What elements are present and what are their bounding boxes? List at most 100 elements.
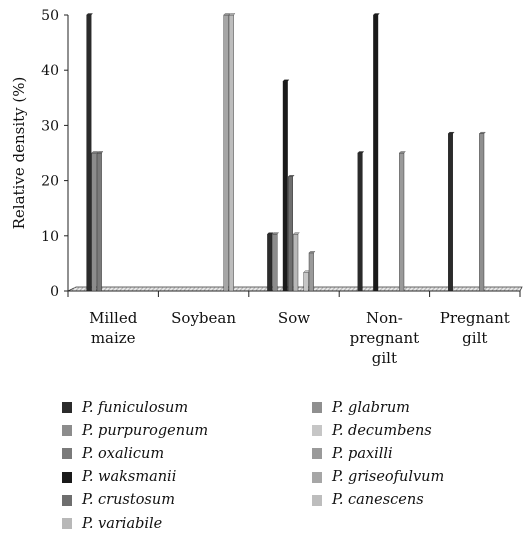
floor-hatch	[415, 287, 420, 291]
floor-hatch	[163, 287, 168, 291]
x-category-label-line: pregnant	[350, 329, 420, 347]
floor-hatch	[499, 287, 504, 291]
floor-hatch	[255, 287, 260, 291]
floor-hatch	[367, 287, 372, 291]
floor-hatch	[235, 287, 240, 291]
legend-item: P. oxalicum	[62, 442, 208, 465]
floor-hatch	[323, 287, 328, 291]
bar-top	[272, 232, 279, 235]
bar-top	[373, 13, 380, 16]
floor-hatch	[351, 287, 356, 291]
floor-hatch	[251, 287, 256, 291]
legend-label: P. canescens	[332, 492, 424, 509]
bar	[267, 233, 273, 292]
floor-hatch	[383, 287, 388, 291]
bar-top	[86, 13, 93, 16]
floor-hatch	[515, 287, 520, 291]
floor-hatch	[343, 287, 348, 291]
legend-swatch	[62, 494, 72, 506]
floor-hatch	[247, 287, 252, 291]
floor-hatch	[187, 287, 192, 291]
bar-top	[223, 13, 231, 16]
x-category-label-line: gilt	[462, 329, 487, 347]
legend-label: P. waksmanii	[82, 469, 177, 486]
bar-top	[287, 175, 295, 177]
bar-top	[308, 251, 316, 254]
bar	[303, 272, 309, 292]
legend-item: P. funiculosum	[62, 396, 208, 419]
legend-item: P. purpurogenum	[62, 419, 208, 442]
floor-hatch	[135, 287, 140, 291]
bar	[308, 252, 314, 292]
floor-hatch	[455, 287, 460, 291]
floor-hatch	[215, 287, 220, 291]
x-category-label-line: Sow	[278, 309, 310, 327]
floor-hatch	[511, 287, 516, 291]
floor-hatch	[111, 287, 116, 291]
floor-hatch	[319, 287, 324, 291]
bar	[96, 152, 102, 292]
bar-top	[267, 232, 274, 235]
floor-hatch	[175, 287, 180, 291]
x-category-label-line: Soybean	[171, 309, 236, 327]
floor-hatch	[467, 287, 472, 291]
floor-hatch	[211, 287, 216, 291]
x-category-label-line: Non-	[366, 309, 403, 327]
floor-hatch	[487, 287, 492, 291]
bar	[223, 14, 229, 292]
bar-top	[96, 151, 104, 154]
floor-hatch	[167, 287, 172, 291]
x-category-label-line: maize	[91, 329, 136, 347]
floor-hatch	[431, 287, 436, 291]
bar-top	[91, 151, 99, 154]
floor-hatch	[279, 287, 284, 291]
legend-item: P. canescens	[312, 489, 444, 512]
x-category-label: Milled maize	[89, 309, 138, 347]
floor-hatch	[379, 287, 384, 291]
x-category-label: Non-pregnant gilt	[350, 309, 420, 367]
bar	[282, 81, 288, 292]
floor-hatch	[299, 287, 304, 291]
floor-hatch	[387, 287, 392, 291]
legend-swatch	[62, 402, 72, 414]
floor-hatch	[423, 287, 428, 291]
floor-hatch	[347, 287, 352, 291]
legend-item: P. decumbens	[312, 419, 444, 442]
floor-hatch	[491, 287, 496, 291]
bar	[288, 176, 294, 292]
y-tick-label: 0	[50, 284, 59, 300]
legend-label: P. purpurogenum	[82, 422, 209, 439]
bar-chart: 0 10 20 30 40 50 Milled maize Soybean Sow Non-pre…	[10, 8, 523, 367]
floor-hatch	[131, 287, 136, 291]
floor-hatch	[107, 287, 112, 291]
floor-hatch	[407, 287, 412, 291]
legend-swatch	[312, 402, 322, 414]
bar	[479, 133, 485, 292]
floor-hatch	[315, 287, 320, 291]
x-category-label-line: Milled	[89, 309, 138, 327]
x-category-label: Sow	[278, 309, 310, 327]
floor-hatch	[127, 287, 132, 291]
legend-label: P. oxalicum	[82, 445, 165, 462]
floor-hatch	[403, 287, 408, 291]
floor-hatch	[123, 287, 128, 291]
legend-item: P. crustosum	[62, 489, 208, 512]
floor-hatch	[75, 287, 80, 291]
bar-top	[479, 132, 486, 134]
floor-hatch	[327, 287, 332, 291]
floor-hatch	[471, 287, 476, 291]
floor-hatch	[171, 287, 176, 291]
floor-hatch	[147, 287, 152, 291]
legend-label: P. decumbens	[332, 422, 432, 439]
legend-swatch	[312, 471, 322, 483]
floor-hatch	[259, 287, 264, 291]
chart-legend: P. funiculosum P. purpurogenum P. oxalicum…	[62, 396, 522, 532]
floor-hatch	[483, 287, 488, 291]
bar	[272, 233, 278, 292]
floor-hatch	[203, 287, 208, 291]
bar-top	[357, 151, 365, 154]
floor-hatch	[435, 287, 440, 291]
legend-column-right: P. glabrum P. decumbens P. paxilli P. grise…	[312, 396, 444, 512]
y-tick-label: 20	[41, 174, 59, 190]
